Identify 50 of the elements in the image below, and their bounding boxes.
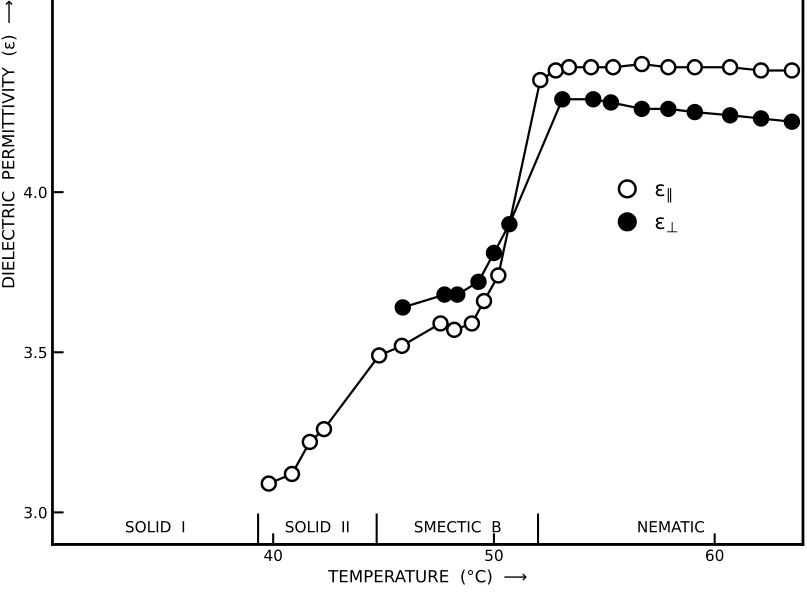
point bbox=[722, 59, 738, 76]
x-tick-label: 60 bbox=[706, 550, 724, 562]
point bbox=[548, 62, 564, 79]
point bbox=[602, 94, 620, 111]
point bbox=[784, 114, 800, 130]
point bbox=[394, 338, 410, 354]
y-axis-title: DIELECTRIC PERMITTIVITY (ε) ⟶ bbox=[2, 0, 16, 288]
point bbox=[370, 347, 388, 364]
point bbox=[532, 72, 548, 88]
point bbox=[686, 104, 703, 120]
point bbox=[446, 322, 462, 338]
point bbox=[284, 466, 300, 482]
annotation: SOLID I bbox=[126, 520, 184, 533]
point bbox=[585, 91, 602, 108]
point bbox=[722, 107, 738, 124]
point bbox=[501, 216, 518, 232]
legend-label: ε$_{⊥}$ bbox=[656, 217, 678, 232]
point bbox=[476, 292, 492, 310]
annotation: NEMATIC bbox=[638, 520, 704, 533]
point bbox=[394, 299, 411, 316]
point bbox=[634, 56, 650, 72]
y-tick-label: 3.0 bbox=[24, 506, 47, 518]
y-tick-label: 4.0 bbox=[24, 186, 47, 198]
point bbox=[432, 315, 449, 332]
point bbox=[752, 110, 770, 127]
point bbox=[302, 434, 318, 450]
point bbox=[560, 59, 578, 76]
point bbox=[604, 59, 622, 76]
point bbox=[752, 62, 770, 79]
point bbox=[490, 267, 507, 284]
point bbox=[634, 100, 650, 118]
point bbox=[660, 59, 677, 76]
x-axis-title: TEMPERATURE (°C) ⟶ bbox=[328, 570, 527, 584]
point bbox=[784, 62, 800, 79]
annotation: SOLID II bbox=[286, 520, 348, 533]
point bbox=[582, 59, 600, 76]
y-tick-label: 3.5 bbox=[24, 346, 46, 358]
point bbox=[486, 244, 502, 262]
point bbox=[686, 59, 703, 76]
legend-label: ε$_{∥}$ bbox=[656, 184, 672, 203]
point bbox=[260, 475, 277, 492]
point bbox=[449, 286, 466, 303]
x-tick-label: 50 bbox=[485, 550, 503, 562]
annotation: SMECTIC B bbox=[414, 520, 501, 533]
x-tick-label: 40 bbox=[264, 550, 282, 562]
point bbox=[554, 91, 571, 108]
point bbox=[316, 420, 332, 438]
point bbox=[660, 100, 677, 118]
point bbox=[464, 315, 480, 332]
point bbox=[470, 274, 487, 290]
